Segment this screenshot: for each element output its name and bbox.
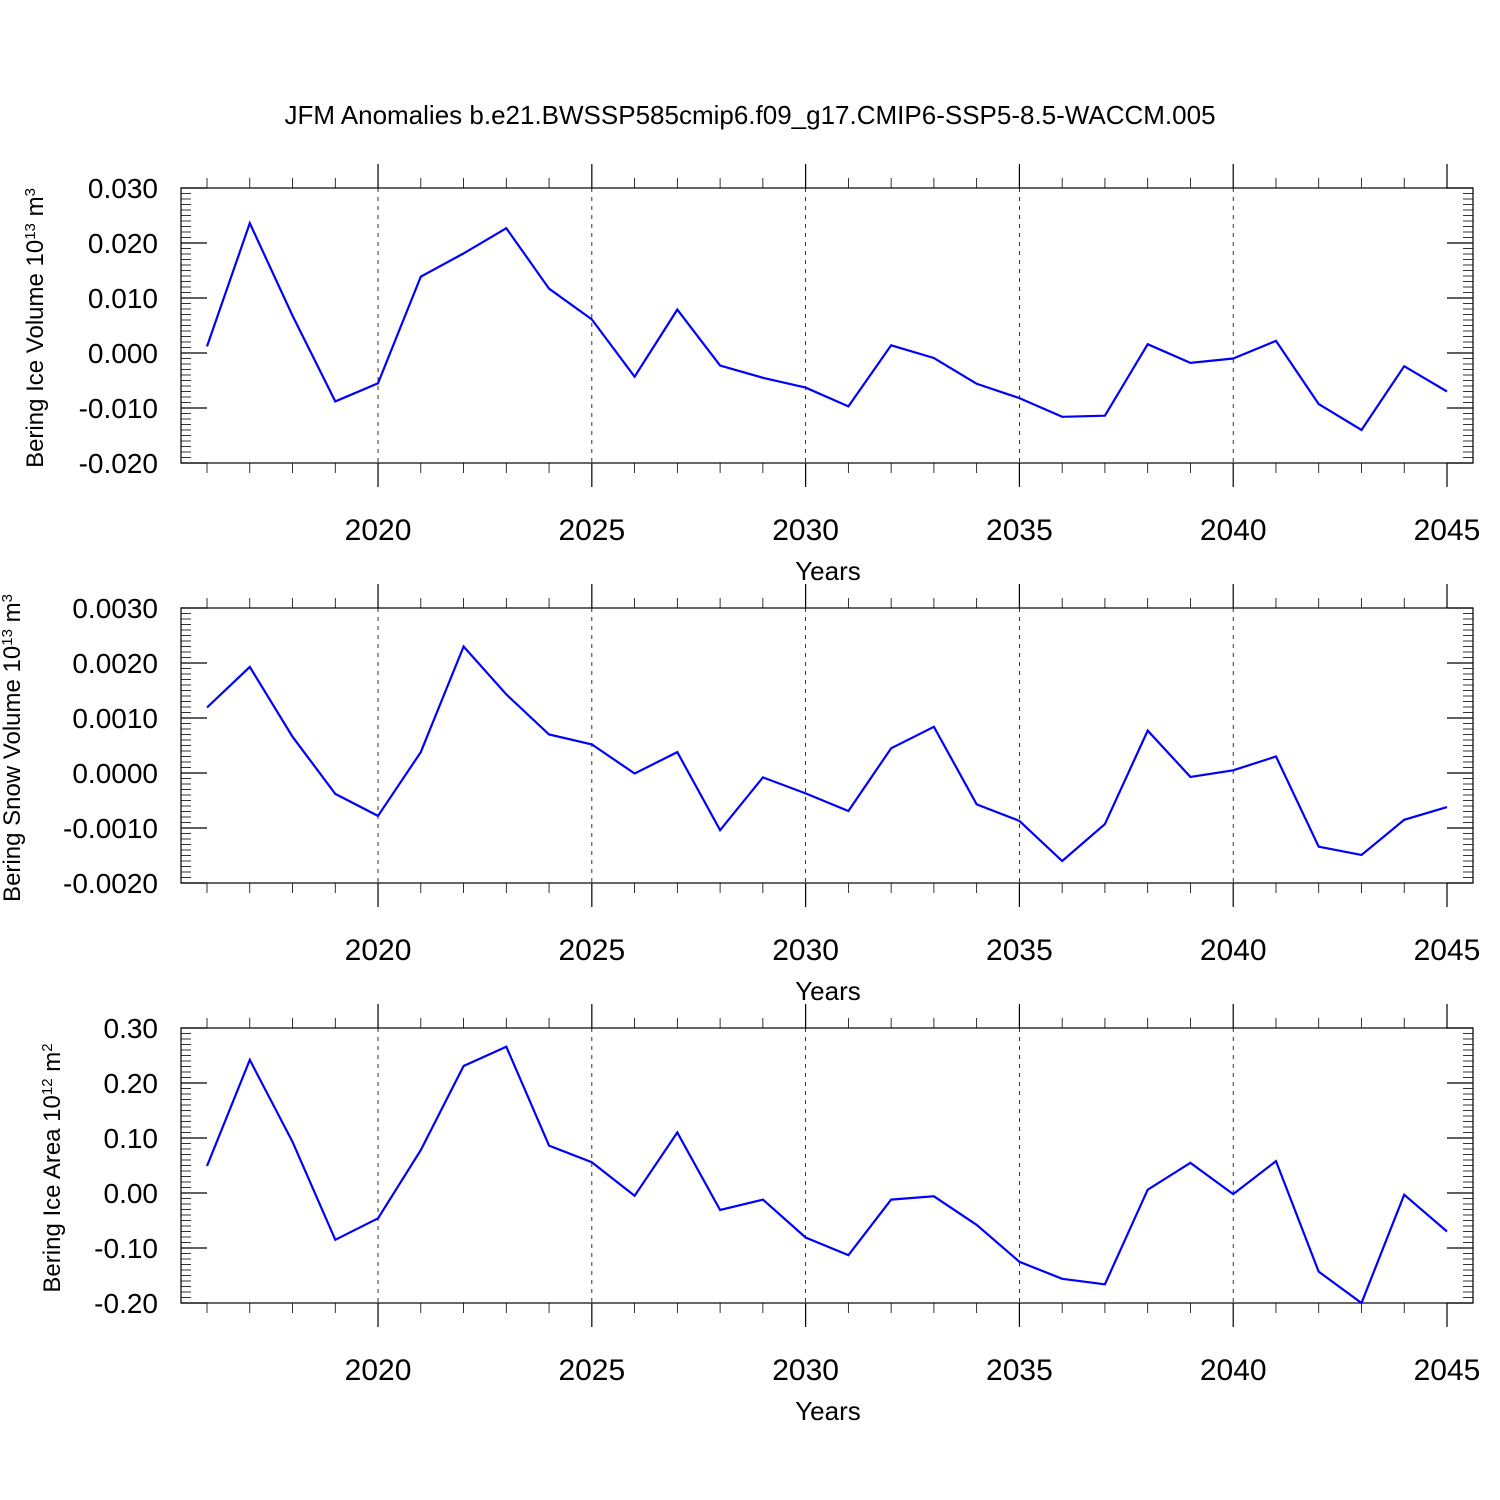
y-tick-label: 0.30 bbox=[104, 1013, 159, 1044]
y-label-unit-exponent: 3 bbox=[22, 188, 39, 196]
chart-title: JFM Anomalies b.e21.BWSSP585cmip6.f09_g1… bbox=[284, 100, 1215, 130]
x-tick-label: 2045 bbox=[1414, 1354, 1481, 1387]
y-tick-label: -0.010 bbox=[79, 393, 158, 424]
plot-frame bbox=[180, 187, 1474, 464]
y-tick-label: -0.020 bbox=[79, 448, 158, 479]
y-tick-label: -0.0010 bbox=[63, 813, 158, 844]
y-tick-label: 0.0030 bbox=[72, 593, 158, 624]
x-tick-label: 2035 bbox=[986, 934, 1053, 967]
y-label-unit: m bbox=[0, 602, 26, 629]
y-label-unit-exponent: 3 bbox=[0, 594, 16, 602]
x-tick-label: 2045 bbox=[1414, 514, 1481, 547]
x-tick-label: 2025 bbox=[558, 1354, 625, 1387]
y-tick-label: -0.20 bbox=[94, 1288, 158, 1319]
x-tick-label: 2045 bbox=[1414, 934, 1481, 967]
plot-frame bbox=[180, 607, 1474, 884]
y-label-text: Bering Ice Area 10 bbox=[39, 1095, 66, 1292]
plot-frame bbox=[180, 1027, 1474, 1304]
y-tick-label: 0.00 bbox=[104, 1178, 159, 1209]
y-label-unit-exponent: 2 bbox=[39, 1043, 56, 1051]
x-tick-label: 2040 bbox=[1200, 514, 1267, 547]
x-tick-label: 2025 bbox=[558, 934, 625, 967]
x-axis-label: Years bbox=[795, 556, 861, 586]
y-tick-label: 0.0020 bbox=[72, 648, 158, 679]
y-axis-label: Bering Ice Volume 1013 m3 bbox=[22, 188, 50, 468]
x-tick-label: 2040 bbox=[1200, 934, 1267, 967]
y-tick-label: 0.20 bbox=[104, 1068, 159, 1099]
y-axis-label: Bering Snow Volume 1013 m3 bbox=[0, 594, 26, 902]
y-tick-label: -0.0020 bbox=[63, 868, 158, 899]
y-tick-label: 0.020 bbox=[88, 228, 158, 259]
y-label-unit: m bbox=[22, 196, 49, 223]
y-label-unit: m bbox=[39, 1052, 66, 1079]
y-label-exponent: 13 bbox=[22, 223, 39, 240]
panel-3: -0.20 -0.10 0.00 0.10 0.20 0.30 2020 2025 2030 20… bbox=[39, 1004, 1481, 1426]
panel-1: -0.020 -0.010 0.000 0.010 0.020 0.030 2020 2025… bbox=[22, 164, 1481, 586]
y-label-text: Bering Snow Volume 10 bbox=[0, 646, 26, 902]
panel-2: -0.0020 -0.0010 0.0000 0.0010 0.0020 0.0030 20… bbox=[0, 584, 1480, 1006]
x-tick-label: 2020 bbox=[345, 1354, 412, 1387]
x-tick-label: 2040 bbox=[1200, 1354, 1267, 1387]
y-label-text: Bering Ice Volume 10 bbox=[22, 240, 49, 468]
y-tick-label: 0.10 bbox=[104, 1123, 159, 1154]
series-line bbox=[206, 644, 1448, 863]
series-line bbox=[205, 220, 1448, 432]
x-tick-label: 2030 bbox=[772, 514, 839, 547]
x-tick-label: 2030 bbox=[772, 1354, 839, 1387]
x-tick-label: 2020 bbox=[345, 514, 412, 547]
x-tick-label: 2030 bbox=[772, 934, 839, 967]
x-tick-label: 2035 bbox=[986, 1354, 1053, 1387]
x-tick-label: 2025 bbox=[558, 514, 625, 547]
x-tick-label: 2020 bbox=[345, 934, 412, 967]
y-tick-label: -0.10 bbox=[94, 1233, 158, 1264]
y-axis-label: Bering Ice Area 1012 m2 bbox=[39, 1043, 67, 1292]
y-tick-label: 0.0000 bbox=[72, 758, 158, 789]
series-line bbox=[205, 1045, 1448, 1305]
y-tick-label: 0.000 bbox=[88, 338, 158, 369]
y-label-exponent: 13 bbox=[0, 629, 16, 646]
x-axis-label: Years bbox=[795, 976, 861, 1006]
x-axis-label: Years bbox=[795, 1396, 861, 1426]
y-tick-label: 0.0010 bbox=[72, 703, 158, 734]
y-tick-label: 0.010 bbox=[88, 283, 158, 314]
x-tick-label: 2035 bbox=[986, 514, 1053, 547]
y-label-exponent: 12 bbox=[39, 1078, 56, 1095]
y-tick-label: 0.030 bbox=[88, 173, 158, 204]
